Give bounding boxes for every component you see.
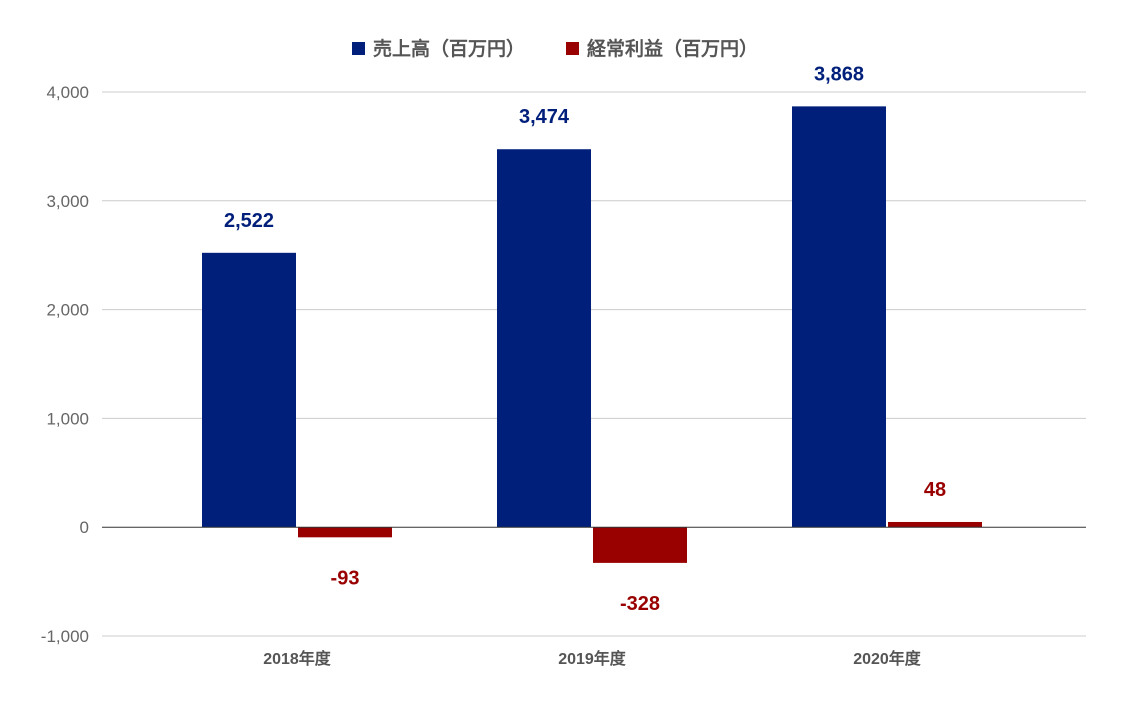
data-label: 2,522	[224, 210, 274, 232]
x-tick-label: 2018年度	[263, 649, 332, 668]
y-tick-label: 2,000	[46, 301, 89, 320]
bar-profit	[298, 527, 392, 538]
legend: 売上高（百万円） 経常利益（百万円）	[352, 37, 758, 60]
x-tick-label: 2020年度	[853, 649, 922, 668]
bar-sales	[792, 106, 886, 528]
bar-sales	[202, 252, 296, 528]
y-tick-label: -1,000	[41, 627, 89, 646]
y-tick-label: 0	[80, 518, 89, 537]
data-label: -93	[331, 567, 360, 589]
bar-profit	[888, 521, 982, 528]
y-axis-ticks: 4,000 3,000 2,000 1,000 0 -1,000	[41, 83, 89, 646]
bar-profit	[593, 527, 687, 563]
bars	[202, 106, 982, 563]
data-label: 48	[924, 479, 946, 501]
y-tick-label: 3,000	[46, 192, 89, 211]
legend-label: 経常利益（百万円）	[587, 37, 758, 60]
data-labels: 2,522 3,474 3,868 -93 -328 48	[224, 63, 946, 615]
y-tick-label: 1,000	[46, 409, 89, 428]
x-tick-label: 2019年度	[558, 649, 627, 668]
x-axis-ticks: 2018年度 2019年度 2020年度	[263, 649, 922, 668]
legend-label: 売上高（百万円）	[373, 37, 525, 60]
legend-swatch	[566, 42, 579, 55]
data-label: 3,474	[519, 106, 570, 128]
data-label: 3,868	[814, 63, 864, 85]
legend-swatch	[352, 42, 365, 55]
data-label: -328	[620, 593, 660, 615]
y-tick-label: 4,000	[46, 83, 89, 102]
bar-sales	[497, 149, 591, 528]
